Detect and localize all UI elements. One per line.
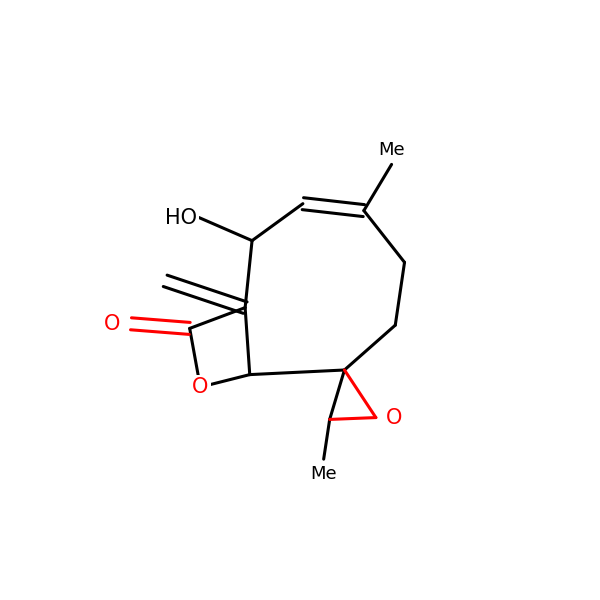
Text: HO: HO xyxy=(164,208,197,227)
Text: O: O xyxy=(386,407,403,428)
Text: O: O xyxy=(192,377,209,397)
Text: O: O xyxy=(104,314,121,334)
Text: Me: Me xyxy=(310,464,337,482)
Text: Me: Me xyxy=(378,141,405,159)
